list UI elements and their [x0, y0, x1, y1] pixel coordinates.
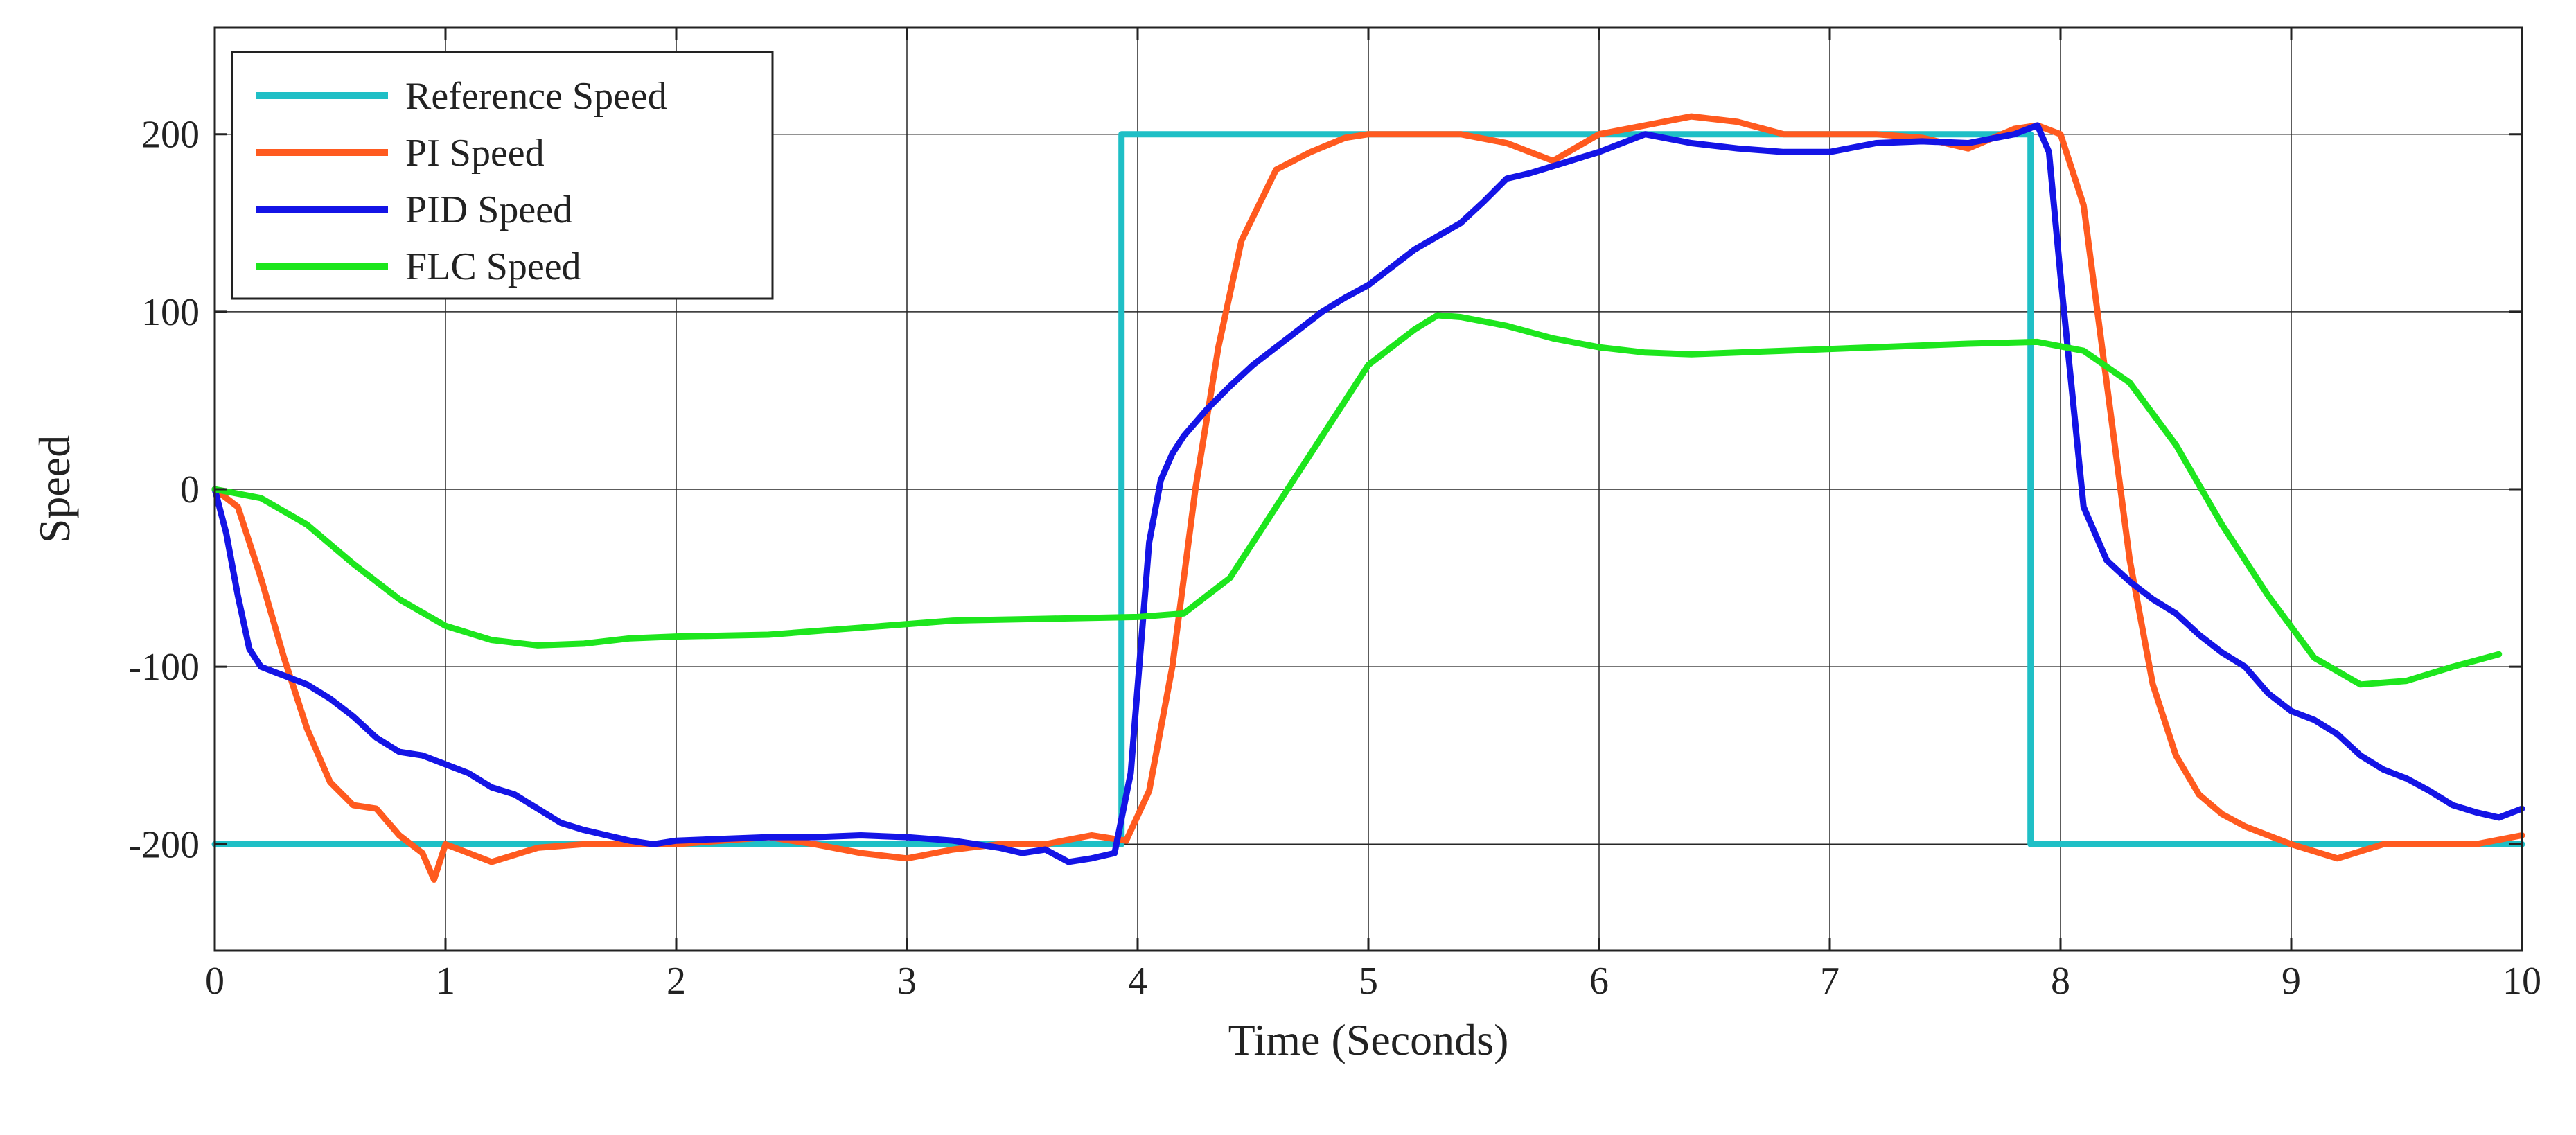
- legend-label-pid-speed: PID Speed: [405, 188, 572, 231]
- x-tick-label: 8: [2051, 960, 2070, 1003]
- y-tick-label: 100: [141, 291, 200, 334]
- legend-label-reference-speed: Reference Speed: [405, 75, 667, 118]
- ticks: 0 1 2 3 4 5 6 7 8 9 10 -200 -100 0 100 200: [128, 28, 2541, 1003]
- x-tick-label: 2: [667, 960, 686, 1003]
- legend: Reference Speed PI Speed PID Speed FLC Spee…: [231, 51, 774, 300]
- x-tick-label: 5: [1359, 960, 1378, 1003]
- y-axis-title: Speed: [30, 435, 79, 543]
- y-tick-label: 0: [180, 468, 200, 511]
- x-tick-label: 9: [2282, 960, 2301, 1003]
- series-lines: [211, 113, 2525, 883]
- legend-label-flc-speed: FLC Speed: [405, 245, 581, 288]
- x-tick-label: 0: [205, 960, 224, 1003]
- series-line-pid-speed: [211, 122, 2525, 865]
- x-tick-label: 3: [897, 960, 917, 1003]
- series-line-pi-speed: [211, 113, 2525, 883]
- x-tick-label: 1: [436, 960, 455, 1003]
- series-line-flc-speed: [211, 312, 2503, 688]
- y-tick-label: -200: [128, 823, 200, 866]
- x-tick-label: 6: [1589, 960, 1609, 1003]
- legend-label-pi-speed: PI Speed: [405, 132, 545, 175]
- x-tick-label: 4: [1128, 960, 1147, 1003]
- x-tick-label: 7: [1820, 960, 1840, 1003]
- x-axis-title: Time (Seconds): [1228, 1015, 1509, 1064]
- y-tick-label: 200: [141, 114, 200, 157]
- y-tick-label: -100: [128, 646, 200, 689]
- x-tick-label: 10: [2503, 960, 2541, 1003]
